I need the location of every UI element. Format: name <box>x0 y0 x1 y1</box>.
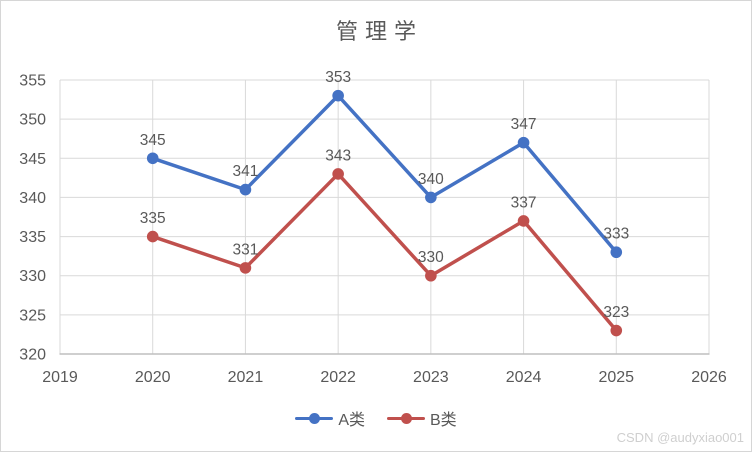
data-label-A类-2025: 333 <box>603 226 629 243</box>
x-tick-label: 2025 <box>598 369 634 386</box>
legend: A类 B类 <box>1 406 751 430</box>
data-label-B类-2020: 335 <box>140 210 166 227</box>
series-line-A类 <box>150 93 619 254</box>
legend-label: B类 <box>430 412 457 429</box>
x-tick-label: 2019 <box>42 369 78 386</box>
y-tick-label: 330 <box>19 268 46 285</box>
data-label-B类-2023: 330 <box>418 249 444 266</box>
data-point-B类-2023 <box>425 269 437 282</box>
data-label-A类-2022: 353 <box>325 69 351 86</box>
legend-item-B类: B类 <box>387 406 457 430</box>
data-point-A类-2025 <box>610 246 623 259</box>
legend-label: A类 <box>338 412 365 429</box>
data-point-A类-2020 <box>146 152 159 165</box>
y-tick-label: 325 <box>19 307 46 324</box>
y-tick-label: 340 <box>19 190 46 207</box>
x-tick-label: 2021 <box>228 369 264 386</box>
data-label-A类-2021: 341 <box>232 163 258 180</box>
legend-item-A类: A类 <box>295 406 365 430</box>
y-tick-label: 320 <box>19 347 46 364</box>
legend-line-marker-icon <box>295 412 334 424</box>
data-label-B类-2025: 323 <box>603 304 629 321</box>
data-label-B类-2021: 331 <box>232 241 258 258</box>
data-label-A类-2020: 345 <box>140 132 166 149</box>
x-tick-label: 2023 <box>413 369 449 386</box>
data-point-B类-2021 <box>239 262 252 274</box>
data-label-A类-2023: 340 <box>418 171 444 188</box>
data-point-B类-2025 <box>610 324 623 337</box>
data-point-A类-2021 <box>239 183 252 196</box>
data-label-B类-2022: 343 <box>325 147 351 164</box>
chart-title: 管理学 <box>335 20 423 45</box>
data-label-A类-2024: 347 <box>511 116 537 133</box>
data-point-A类-2022 <box>332 89 344 102</box>
legend-line-marker-icon <box>387 412 425 424</box>
watermark: CSDN @audyxiao001 <box>616 430 744 445</box>
data-point-B类-2022 <box>332 168 344 180</box>
y-tick-label: 335 <box>19 229 46 246</box>
x-tick-label: 2020 <box>135 369 171 386</box>
series-line-B类 <box>150 172 619 333</box>
y-tick-label: 350 <box>19 112 46 129</box>
data-point-A类-2023 <box>425 191 437 204</box>
y-tick-label: 355 <box>19 73 46 90</box>
data-label-B类-2024: 337 <box>511 194 537 211</box>
x-tick-label: 2022 <box>320 369 356 386</box>
data-point-B类-2024 <box>517 215 530 227</box>
y-tick-label: 345 <box>19 151 46 168</box>
data-point-A类-2024 <box>517 136 530 149</box>
x-tick-label: 2024 <box>506 369 542 386</box>
x-tick-label: 2026 <box>691 369 727 386</box>
data-point-B类-2020 <box>146 230 159 243</box>
